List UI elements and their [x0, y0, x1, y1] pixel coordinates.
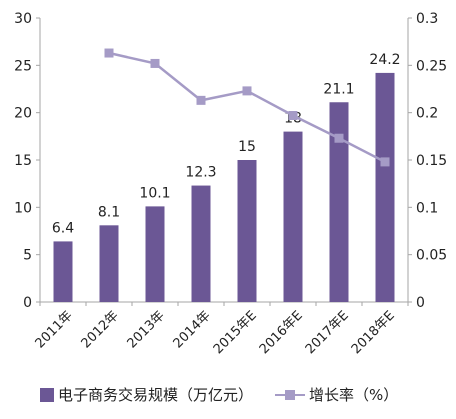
- y-right-tick-label: 0.15: [416, 153, 447, 169]
- y-right-tick-label: 0.2: [416, 106, 438, 122]
- bar-value-label: 8.1: [98, 204, 120, 220]
- bar: [145, 206, 165, 302]
- y-right-tick-label: 0: [416, 295, 425, 311]
- y-right-tick-label: 0.05: [416, 248, 447, 264]
- bar: [53, 241, 73, 302]
- y-right-tick-label: 0.1: [416, 200, 438, 216]
- legend-label-line: 增长率（%）: [309, 386, 399, 404]
- y-left-tick-label: 0: [23, 295, 32, 311]
- y-right-tick-label: 0.25: [416, 58, 447, 74]
- legend-label-bar: 电子商务交易规模（万亿元）: [58, 386, 254, 404]
- bar: [375, 72, 395, 302]
- growth-marker: [150, 58, 160, 68]
- bar: [237, 160, 257, 302]
- growth-marker: [196, 95, 206, 105]
- bar: [283, 131, 303, 302]
- legend-swatch-bar: [40, 387, 54, 402]
- bar-value-label: 21.1: [323, 81, 354, 97]
- bar: [99, 225, 119, 302]
- growth-marker: [380, 157, 390, 167]
- bar-value-label: 10.1: [139, 185, 170, 201]
- growth-marker: [242, 86, 252, 96]
- x-tick-label: 2011年: [33, 308, 76, 351]
- chart-svg: 0 5 10 15 20 25 30 0 0.05 0.1 0.15 0.2 0.25 0.3 6.4 8.1…: [14, 11, 447, 357]
- legend: 电子商务交易规模（万亿元） 增长率（%）: [40, 384, 420, 405]
- legend-item-line: 增长率（%）: [275, 384, 398, 405]
- bar-value-label: 12.3: [185, 165, 216, 181]
- bar-value-label: 15: [238, 139, 256, 155]
- y-left-tick-label: 5: [23, 248, 32, 264]
- y-left-tick-label: 10: [14, 200, 32, 216]
- y-left-tick-label: 25: [14, 58, 32, 74]
- growth-marker: [288, 111, 298, 121]
- legend-swatch-line: [275, 388, 306, 402]
- legend-item-bar: 电子商务交易规模（万亿元）: [40, 384, 253, 405]
- bar-value-label: 24.2: [369, 52, 400, 68]
- x-tick-label: 2013年: [125, 308, 168, 351]
- y-left-tick-label: 15: [14, 153, 32, 169]
- growth-marker: [104, 48, 114, 58]
- growth-marker: [334, 133, 344, 143]
- bar-value-label: 6.4: [52, 220, 74, 236]
- y-left-tick-label: 30: [14, 11, 32, 27]
- x-tick-label: 2015年E: [211, 308, 260, 357]
- x-tick-label: 2012年: [79, 308, 122, 351]
- y-right-tick-label: 0.3: [416, 11, 438, 27]
- x-tick-label: 2018年E: [349, 308, 398, 357]
- x-tick-label: 2014年: [171, 308, 214, 351]
- bar: [329, 102, 349, 303]
- x-tick-label: 2016年E: [257, 308, 306, 357]
- y-left-tick-label: 20: [14, 106, 32, 122]
- bar: [191, 185, 211, 302]
- x-tick-label: 2017年E: [303, 308, 352, 357]
